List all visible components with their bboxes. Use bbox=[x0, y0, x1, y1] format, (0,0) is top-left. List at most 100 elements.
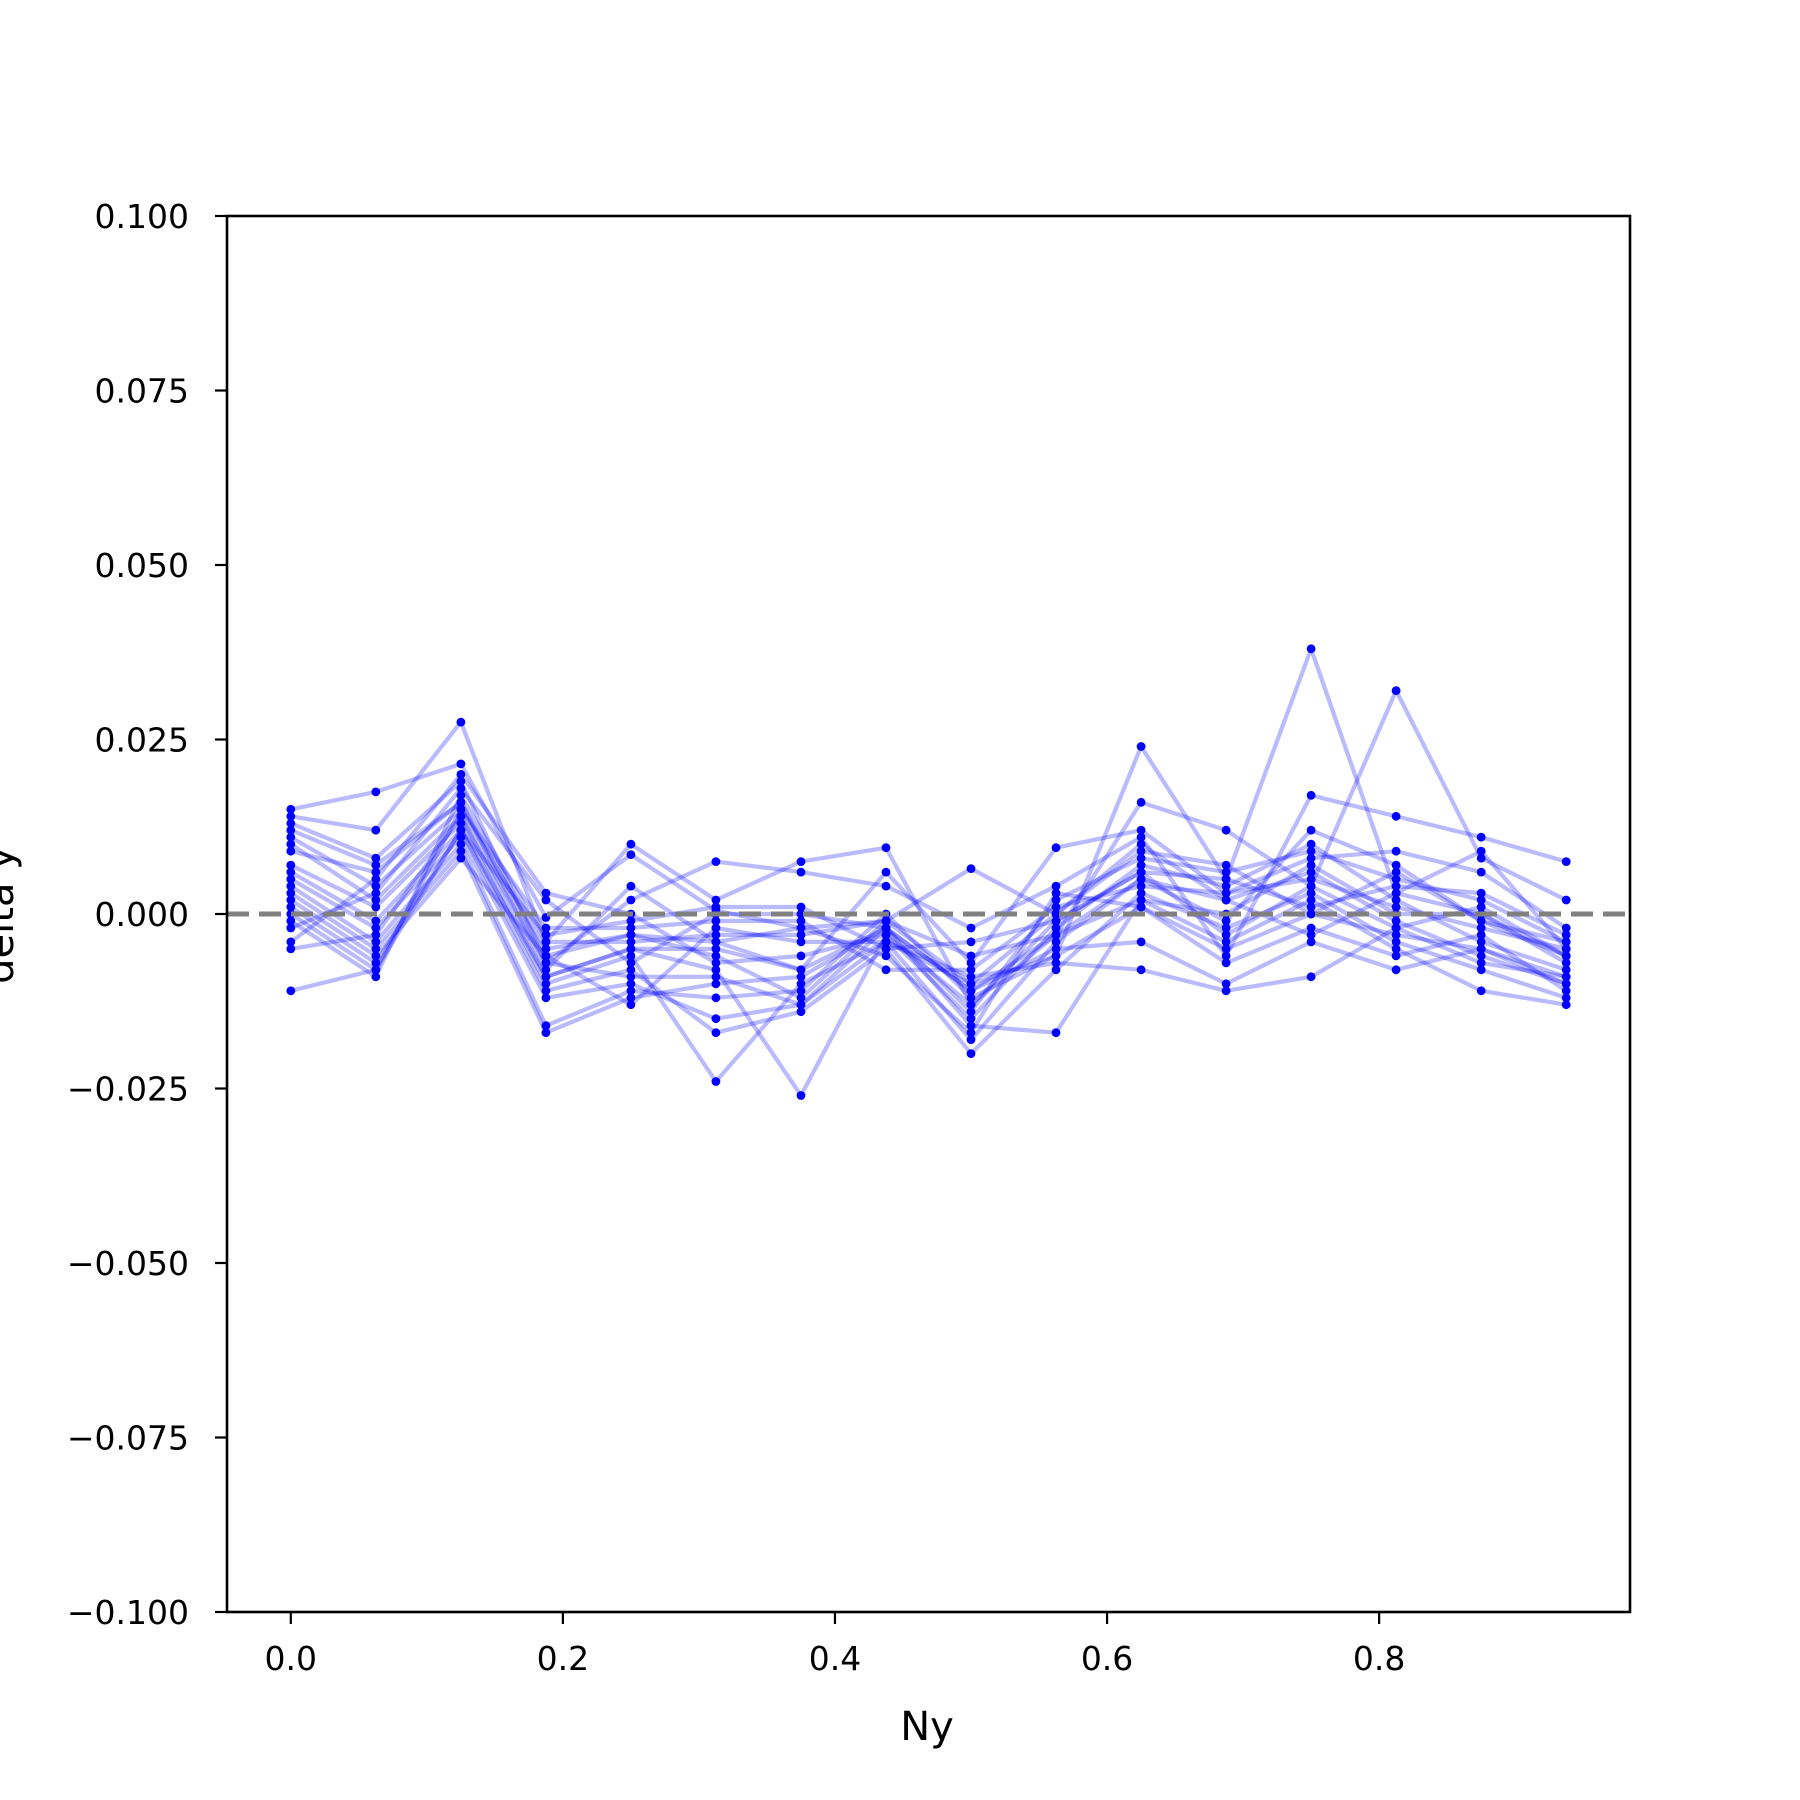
series-point-18-12 bbox=[1306, 825, 1316, 835]
series-point-5-14 bbox=[1476, 937, 1486, 947]
series-line-8 bbox=[289, 835, 1567, 1035]
series-point-17-15 bbox=[1561, 944, 1571, 954]
series-point-13-3 bbox=[541, 923, 551, 933]
series-point-12-14 bbox=[1476, 888, 1486, 898]
series-point-4-13 bbox=[1391, 867, 1401, 877]
series-point-16-7 bbox=[881, 930, 891, 940]
series-point-8-14 bbox=[1476, 986, 1486, 996]
series-point-13-12 bbox=[1306, 874, 1316, 884]
x-tick-label-1: 0.2 bbox=[537, 1639, 589, 1678]
series-point-7-0 bbox=[286, 867, 296, 877]
y-tick-label-1: 0.075 bbox=[95, 372, 189, 411]
series-point-1-11 bbox=[1221, 825, 1231, 835]
series-point-3-13 bbox=[1391, 846, 1401, 856]
series-point-11-9 bbox=[1051, 958, 1061, 968]
series-point-4-3 bbox=[541, 944, 551, 954]
series-point-6-12 bbox=[1306, 867, 1316, 877]
series-point-5-9 bbox=[1051, 923, 1061, 933]
series-point-2-11 bbox=[1221, 951, 1231, 961]
series-point-10-11 bbox=[1221, 979, 1231, 989]
series-point-2-4 bbox=[626, 895, 636, 905]
series-point-19-2 bbox=[456, 797, 466, 807]
series-point-10-5 bbox=[711, 979, 721, 989]
series-point-15-13 bbox=[1391, 874, 1401, 884]
series-point-16-10 bbox=[1136, 867, 1146, 877]
series-point-12-0 bbox=[286, 902, 296, 912]
series-line-10 bbox=[289, 849, 1567, 1035]
series-point-4-0 bbox=[286, 832, 296, 842]
series-point-17-5 bbox=[711, 972, 721, 982]
series-point-16-6 bbox=[796, 951, 806, 961]
series-point-13-10 bbox=[1136, 881, 1146, 891]
series-point-13-9 bbox=[1051, 902, 1061, 912]
series-point-2-1 bbox=[371, 853, 381, 863]
series-point-12-12 bbox=[1306, 902, 1316, 912]
series-point-3-1 bbox=[371, 860, 381, 870]
series-point-1-13 bbox=[1391, 686, 1401, 695]
series-point-16-12 bbox=[1306, 881, 1316, 891]
series-point-9-6 bbox=[796, 986, 806, 996]
series-point-19-1 bbox=[371, 867, 381, 877]
series-line-2 bbox=[290, 779, 1567, 966]
series-point-16-14 bbox=[1476, 958, 1486, 968]
series-point-19-10 bbox=[1136, 902, 1146, 912]
series-point-9-5 bbox=[711, 993, 721, 1003]
series-point-15-2 bbox=[456, 784, 466, 793]
series-point-15-0 bbox=[286, 923, 296, 933]
series-point-0-12 bbox=[1306, 644, 1316, 654]
series-point-16-11 bbox=[1221, 930, 1231, 940]
series-point-5-11 bbox=[1221, 881, 1231, 891]
series-point-3-15 bbox=[1561, 923, 1571, 933]
series-point-13-14 bbox=[1476, 923, 1486, 933]
series-point-18-1 bbox=[371, 965, 381, 975]
series-point-8-5 bbox=[711, 1014, 721, 1024]
series-point-6-13 bbox=[1391, 916, 1401, 926]
series-point-7-12 bbox=[1306, 888, 1316, 898]
series-point-18-9 bbox=[1051, 930, 1061, 940]
series-point-14-4 bbox=[626, 937, 636, 947]
series-point-1-1 bbox=[371, 825, 381, 835]
series-point-7-4 bbox=[626, 965, 636, 975]
y-tick-label-5: −0.025 bbox=[67, 1070, 189, 1109]
series-point-15-11 bbox=[1221, 867, 1231, 877]
series-point-6-8 bbox=[966, 1035, 976, 1044]
series-point-5-1 bbox=[371, 895, 381, 905]
series-point-9-12 bbox=[1306, 923, 1316, 933]
series-point-1-15 bbox=[1561, 895, 1571, 905]
series-point-1-2 bbox=[456, 717, 466, 727]
series-point-0-4 bbox=[626, 850, 636, 860]
series-point-14-3 bbox=[541, 937, 551, 947]
series-point-7-14 bbox=[1476, 965, 1486, 975]
series-point-17-11 bbox=[1221, 895, 1231, 905]
series-point-13-11 bbox=[1221, 888, 1231, 898]
series-line-16 bbox=[289, 772, 1567, 1007]
series-point-5-0 bbox=[286, 839, 296, 849]
series-point-7-6 bbox=[796, 1007, 806, 1017]
series-point-11-1 bbox=[371, 951, 381, 961]
series-point-19-9 bbox=[1051, 888, 1061, 898]
series-point-1-14 bbox=[1476, 853, 1486, 863]
series-point-8-3 bbox=[541, 993, 551, 1003]
series-point-2-0 bbox=[286, 818, 296, 828]
series-point-8-2 bbox=[456, 832, 466, 842]
series-point-7-9 bbox=[1051, 965, 1061, 975]
y-tick-label-7: −0.075 bbox=[67, 1419, 189, 1458]
series-point-2-7 bbox=[881, 881, 891, 891]
series-point-15-9 bbox=[1051, 895, 1061, 905]
series-point-10-1 bbox=[371, 944, 381, 954]
series-point-17-14 bbox=[1476, 846, 1486, 856]
series-point-13-8 bbox=[966, 965, 976, 975]
series-point-2-8 bbox=[966, 923, 976, 933]
series-point-10-4 bbox=[626, 993, 636, 1003]
series-line-5 bbox=[289, 814, 1567, 1098]
series-point-3-4 bbox=[626, 881, 636, 891]
series-point-4-1 bbox=[371, 881, 381, 891]
series-point-2-5 bbox=[711, 857, 721, 866]
x-tick-label-4: 0.8 bbox=[1353, 1639, 1405, 1678]
series-point-13-6 bbox=[796, 916, 806, 926]
series-point-16-1 bbox=[371, 874, 381, 884]
series-line-6 bbox=[289, 821, 1567, 1084]
series-point-2-6 bbox=[796, 867, 806, 877]
series-point-0-10 bbox=[1136, 742, 1146, 751]
y-tick-label-8: −0.100 bbox=[67, 1593, 189, 1632]
